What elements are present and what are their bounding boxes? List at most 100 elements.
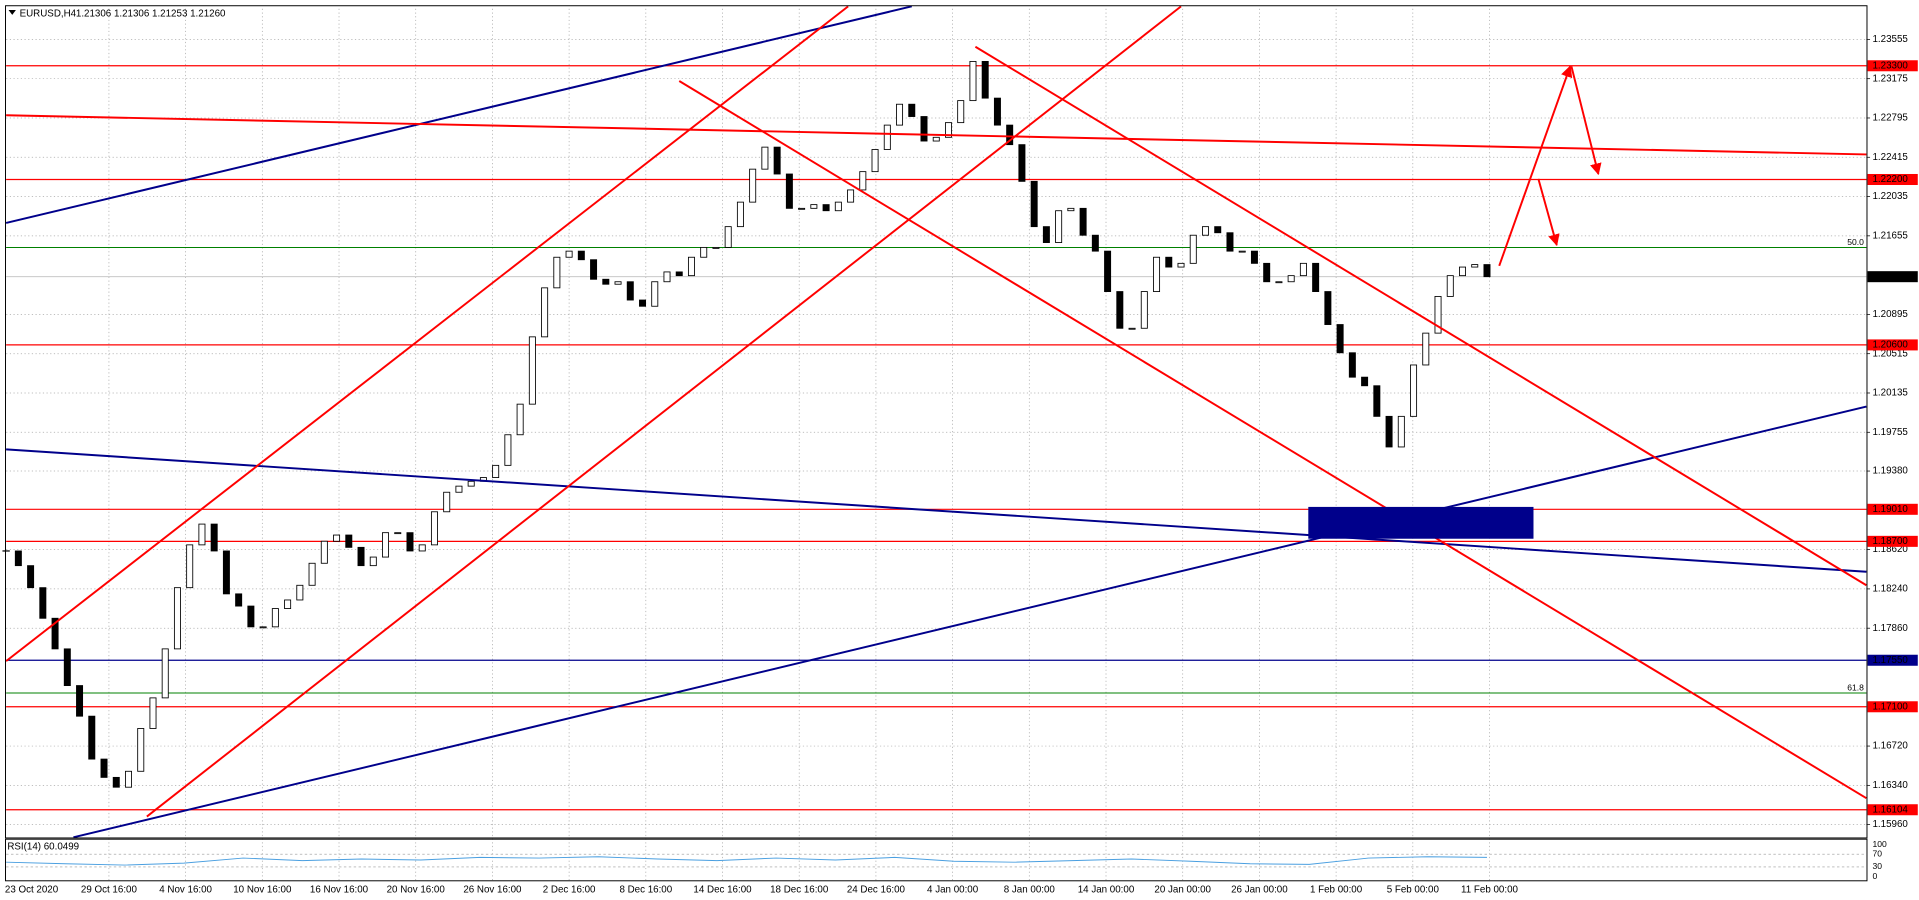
candle (1116, 291, 1124, 329)
y-tick-label: 1.21655 (1872, 230, 1908, 241)
candle (492, 464, 500, 478)
candle (149, 697, 157, 729)
candle (785, 173, 793, 209)
candle (1324, 291, 1332, 325)
rsi-tick-label: 70 (1872, 849, 1882, 859)
candle (675, 271, 683, 277)
fibo-label: 50.0 (1847, 237, 1864, 247)
candle (724, 226, 732, 248)
candle (736, 201, 744, 228)
rsi-label: RSI(14) 60.0499 (7, 842, 79, 853)
candle (1226, 232, 1234, 252)
candle (100, 758, 108, 778)
candle (944, 122, 952, 138)
trend-line (5, 5, 912, 224)
candles (2, 60, 1491, 866)
rsi-tick-label: 0 (1872, 871, 1877, 881)
candle (1361, 376, 1369, 387)
candle (700, 246, 708, 258)
level-label: 1.20600 (1872, 340, 1908, 351)
candle (259, 626, 267, 629)
candle (541, 287, 549, 338)
candle (1214, 226, 1222, 234)
level-label-box (1867, 173, 1918, 186)
candle (798, 207, 806, 210)
candle (834, 201, 842, 212)
candle (871, 149, 879, 173)
price-frame (5, 5, 1868, 839)
candle (639, 299, 647, 307)
candle (1471, 264, 1479, 268)
candle (137, 728, 145, 772)
candle (76, 685, 84, 717)
candle (222, 550, 230, 595)
x-tick-label: 18 Dec 16:00 (770, 885, 829, 896)
x-tick-label: 20 Nov 16:00 (387, 885, 446, 896)
candle (981, 60, 989, 99)
candle (1275, 281, 1283, 284)
candle (908, 103, 916, 117)
overlay: 1.23300 1.22200 1.20600 1.19010 1.18700 1.175… (1867, 60, 1918, 815)
trend-line (974, 45, 1867, 587)
level-label-box (1867, 60, 1918, 72)
rsi-tick-label: 100 (1872, 839, 1887, 849)
trend-line (6, 114, 1867, 156)
candle (357, 546, 365, 567)
x-tick-label: 26 Nov 16:00 (463, 885, 522, 896)
candle (883, 124, 891, 150)
candle (418, 544, 426, 552)
menu-arrow[interactable] (8, 10, 16, 15)
candle (1410, 364, 1418, 417)
candle (382, 532, 390, 558)
candle (810, 204, 818, 209)
y-tick-label: 1.20515 (1872, 348, 1908, 359)
candle (1422, 332, 1430, 366)
candle (345, 534, 353, 548)
level-label: 1.17100 (1872, 701, 1908, 712)
candle (847, 189, 855, 203)
candle (1189, 234, 1197, 264)
trend-line (146, 5, 1182, 818)
level-label: 1.18700 (1872, 536, 1908, 547)
candle (1165, 256, 1173, 268)
levels: 50.0 61.8 (6, 65, 1867, 811)
x-tick-label: 29 Oct 16:00 (81, 885, 138, 896)
candle (1348, 352, 1356, 378)
candle (504, 434, 512, 466)
x-tick-label: 8 Dec 16:00 (619, 885, 672, 896)
level-label-box (1867, 271, 1918, 283)
level-label-box (1867, 503, 1918, 515)
candle (859, 171, 867, 191)
y-tick-label: 1.19755 (1872, 427, 1908, 438)
candle (1104, 250, 1112, 292)
candle (651, 281, 659, 307)
candle (198, 523, 206, 546)
x-tick-label: 11 Feb 00:00 (1461, 885, 1518, 896)
candle (687, 256, 695, 277)
candle (761, 146, 769, 170)
candle (308, 562, 316, 586)
x-tick-label: 23 Oct 2020 (5, 885, 59, 896)
level-label: 1.22200 (1872, 174, 1908, 185)
candle (1055, 210, 1063, 243)
candle (1091, 234, 1099, 252)
candle (1128, 327, 1136, 330)
y-tick-label: 1.17860 (1872, 623, 1908, 634)
x-tick-label: 5 Feb 00:00 (1387, 885, 1440, 896)
fibo-label: 61.8 (1847, 682, 1864, 692)
candle (920, 116, 928, 142)
x-tick-label: 4 Jan 00:00 (927, 885, 979, 896)
rsi-tick-label: 30 (1872, 861, 1882, 871)
y-tick-label: 1.16720 (1872, 741, 1908, 752)
candle (712, 246, 720, 249)
candle (443, 491, 451, 513)
candle (822, 204, 830, 212)
candle (27, 565, 35, 589)
candle (1287, 275, 1295, 283)
x-tick-label: 14 Dec 16:00 (693, 885, 752, 896)
arrow (1498, 65, 1573, 267)
x-tick-label: 24 Dec 16:00 (847, 885, 906, 896)
candle (773, 146, 781, 175)
candle (614, 281, 622, 285)
